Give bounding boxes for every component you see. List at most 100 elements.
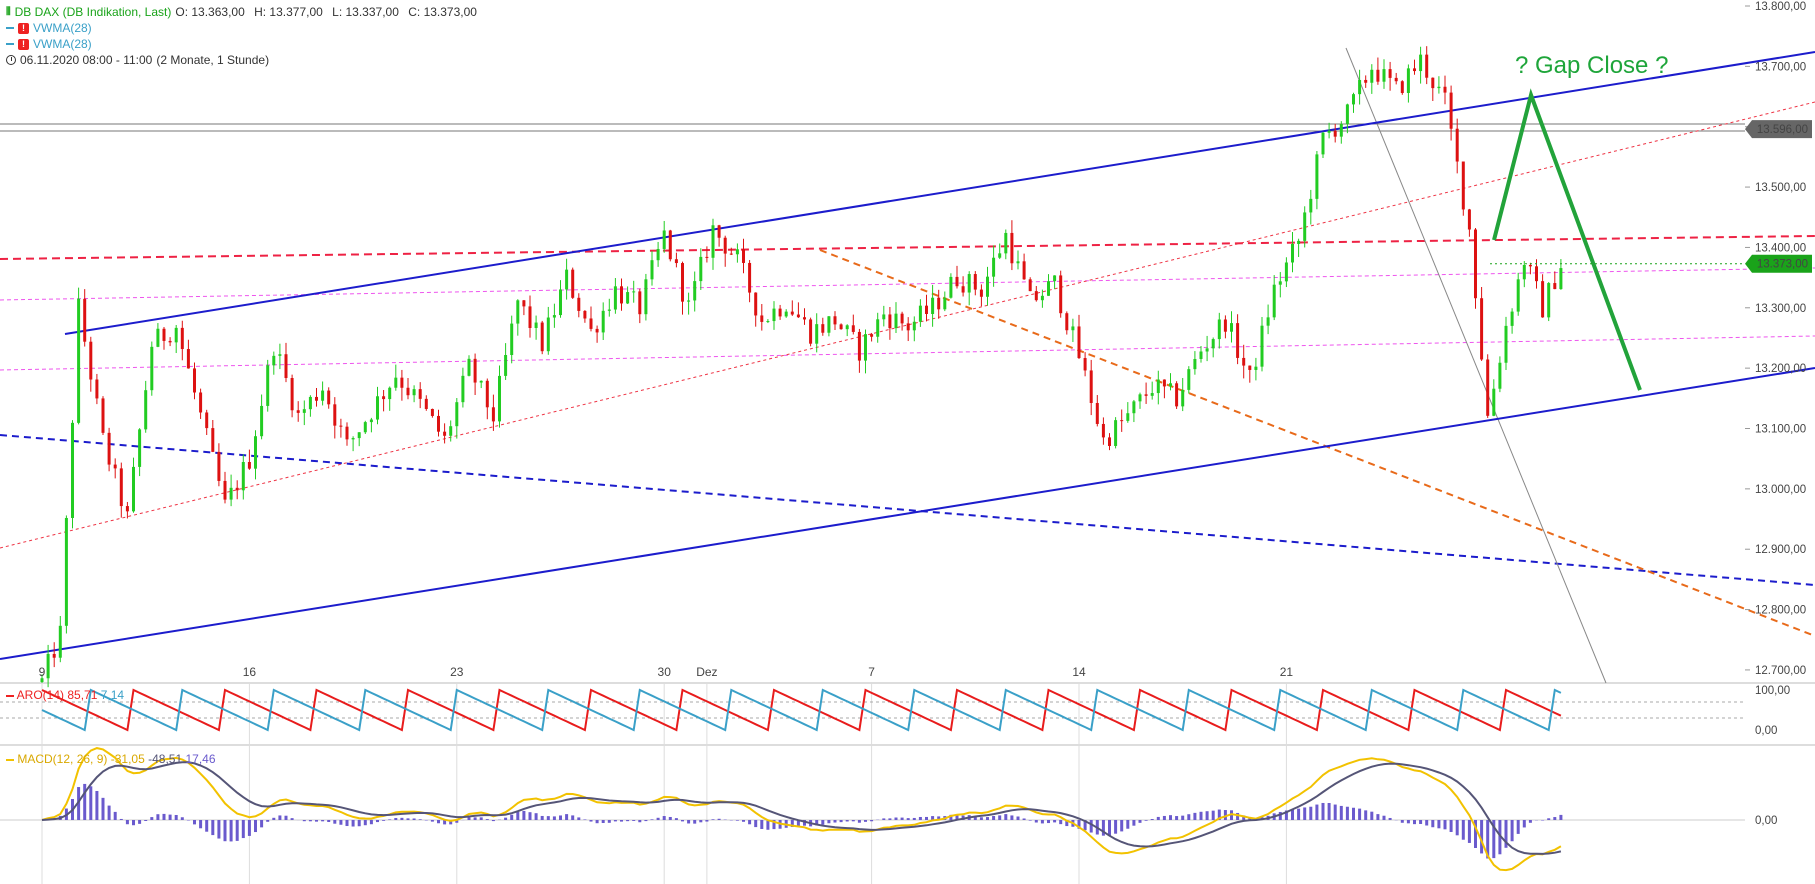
macd-histogram-bar: [1291, 809, 1294, 820]
macd-histogram-bar: [229, 820, 233, 842]
signal-line: [41, 761, 1562, 855]
candle-body: [369, 419, 373, 423]
macd-histogram-bar: [1034, 820, 1038, 823]
macd-histogram-bar: [1516, 820, 1520, 834]
candle-body: [430, 408, 434, 416]
candle-body: [1498, 362, 1502, 389]
macd-histogram-bar: [955, 814, 959, 820]
macd-histogram-bar: [150, 817, 154, 820]
aroon-title[interactable]: ARO(14): [16, 688, 65, 702]
candle-body: [71, 422, 74, 518]
candle-body: [443, 431, 447, 436]
candle-body: [735, 249, 739, 255]
candle-body: [1242, 357, 1246, 366]
macd-histogram-bar: [1449, 820, 1453, 832]
candle-body: [491, 407, 495, 422]
macd-histogram-bar: [1101, 820, 1105, 836]
macd-histogram-bar: [796, 820, 800, 827]
candle-body: [1004, 232, 1008, 254]
candle-body: [266, 365, 270, 406]
candle-body: [1150, 393, 1154, 396]
candle-body: [992, 257, 996, 277]
candle-body: [1425, 54, 1429, 78]
macd-histogram-bar: [101, 797, 105, 820]
macd-histogram-bar: [1333, 804, 1337, 820]
macd-histogram-bar: [1022, 818, 1026, 820]
candle-body: [857, 331, 861, 361]
instrument-name[interactable]: DB DAX (DB Indikation, Last): [14, 5, 172, 19]
candle-body: [571, 269, 575, 298]
macd-histogram-bar: [632, 820, 636, 821]
candle-body: [778, 308, 782, 317]
macd-histogram-bar: [260, 820, 264, 828]
macd-histogram-bar: [107, 805, 111, 820]
macd-histogram-bar: [918, 816, 922, 820]
candle-body: [473, 358, 477, 383]
candle-body: [632, 291, 636, 293]
x-tick-label: 16: [243, 665, 257, 679]
macd-histogram-bar: [504, 817, 508, 820]
candle-body: [986, 276, 989, 297]
macd-histogram-bar: [199, 820, 203, 829]
candle-body: [790, 311, 794, 315]
y-tick-label: 13.200,00: [1755, 363, 1806, 375]
macd-histogram-bar: [1339, 805, 1343, 820]
indicator-row-1[interactable]: ! VWMA(28): [6, 20, 483, 36]
macd-histogram-bar: [376, 820, 379, 823]
macd-histogram-bar: [1474, 820, 1477, 848]
macd-histogram-bar: [278, 815, 282, 820]
macd-histogram-bar: [308, 820, 312, 822]
macd-histogram-bar: [748, 820, 752, 825]
candle-body: [1547, 283, 1551, 318]
indicator-vwma-2[interactable]: VWMA(28): [33, 37, 92, 51]
indicator-row-2[interactable]: ! VWMA(28): [6, 36, 483, 52]
macd-histogram-bar: [931, 816, 935, 820]
candle-body: [302, 409, 306, 413]
x-tick-label: 7: [868, 665, 875, 679]
macd-histogram-bar: [601, 820, 605, 824]
indicator-vwma-1[interactable]: VWMA(28): [33, 21, 92, 35]
candle-body: [668, 230, 672, 260]
macd-histogram-bar: [1144, 820, 1148, 821]
macd-histogram-bar: [1059, 820, 1063, 825]
macd-histogram-bar: [406, 818, 410, 820]
candle-body: [1175, 383, 1179, 407]
macd-histogram-bar: [803, 820, 806, 826]
macd-histogram-bar: [766, 820, 770, 830]
candle-body: [607, 309, 611, 311]
macd-histogram-bar: [266, 820, 270, 822]
candle-body: [784, 311, 788, 317]
candle-body: [534, 322, 538, 328]
macd-histogram-bar: [1309, 806, 1313, 820]
candle-body: [717, 225, 721, 238]
macd-histogram-bar: [992, 816, 996, 820]
candle-body: [626, 292, 630, 304]
aroon-down-line: [41, 688, 1562, 732]
macd-histogram-bar: [870, 820, 874, 822]
macd-histogram-bar: [1162, 815, 1166, 820]
candle-body: [1474, 229, 1477, 299]
line-style-icon: [6, 27, 14, 29]
macd-histogram-bar: [1406, 820, 1410, 824]
candle-body: [1327, 130, 1331, 133]
candle-body: [1034, 291, 1038, 301]
high-value: H: 13.377,00: [254, 5, 323, 19]
candle-body: [589, 318, 593, 329]
aroon-y-tick-label: 0,00: [1755, 725, 1777, 737]
candle-body: [1144, 394, 1148, 396]
candle-body: [510, 323, 514, 356]
candle-body: [973, 274, 977, 290]
macd-histogram-bar: [132, 820, 135, 826]
candle-body: [1352, 94, 1355, 105]
macd-histogram-bar: [321, 820, 325, 822]
candle-body: [83, 298, 87, 342]
macd-histogram-bar: [485, 819, 489, 820]
y-tick-label: 13.500,00: [1755, 182, 1806, 194]
macd-title[interactable]: MACD(12, 26, 9): [17, 752, 108, 766]
macd-histogram-bar: [1461, 820, 1465, 840]
candle-body: [1138, 394, 1142, 402]
candle-body: [1266, 317, 1270, 326]
macd-histogram-bar: [1437, 820, 1441, 829]
candle-body: [851, 325, 855, 332]
